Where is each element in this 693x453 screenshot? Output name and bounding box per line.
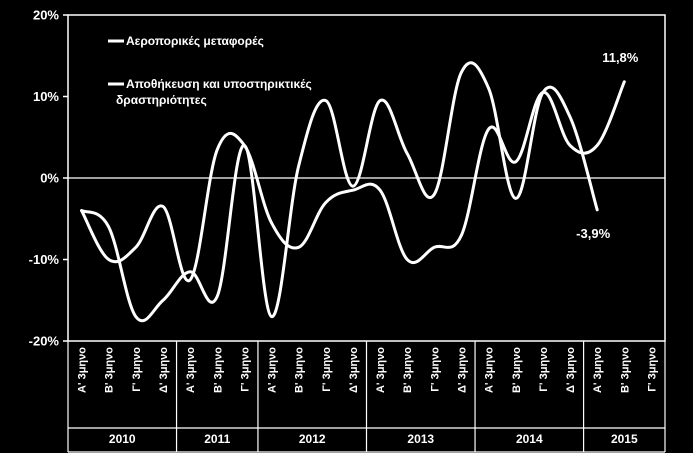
quarter-label: Α' 3μηνο bbox=[592, 347, 604, 393]
quarter-label: Γ' 3μηνο bbox=[321, 347, 333, 392]
quarter-label: Α' 3μηνο bbox=[185, 347, 197, 393]
year-label: 2010 bbox=[109, 432, 136, 446]
quarter-label: Β' 3μηνο bbox=[619, 347, 631, 393]
y-tick-label: 10% bbox=[33, 89, 59, 104]
quarter-label: Α' 3μηνο bbox=[267, 347, 279, 393]
quarter-label: Α' 3μηνο bbox=[484, 347, 496, 393]
quarter-label: Γ' 3μηνο bbox=[239, 347, 251, 392]
y-tick-label: 20% bbox=[33, 8, 59, 23]
quarter-label: Γ' 3μηνο bbox=[131, 347, 143, 392]
quarter-label: Γ' 3μηνο bbox=[646, 347, 658, 392]
y-tick-label: 0% bbox=[40, 171, 59, 186]
legend: Αεροπορικές μεταφορές Αποθήκευση και υποσ… bbox=[108, 34, 312, 107]
year-label: 2014 bbox=[516, 432, 543, 446]
series-line-1 bbox=[80, 80, 626, 283]
year-label: 2013 bbox=[407, 432, 434, 446]
end-labels: 11,8% -3,9% bbox=[576, 50, 639, 241]
end-data-label-2: -3,9% bbox=[576, 226, 610, 241]
year-label: 2011 bbox=[204, 432, 230, 446]
quarter-label: Γ' 3μηνο bbox=[429, 347, 441, 392]
quarter-label: Β' 3μηνο bbox=[212, 347, 224, 393]
y-tick-label: -10% bbox=[29, 252, 60, 267]
quarter-label: Α' 3μηνο bbox=[375, 347, 387, 393]
y-tick-labels: 20% 10% 0% -10% -20% bbox=[29, 8, 60, 349]
end-data-label-1: 11,8% bbox=[602, 50, 639, 65]
quarter-label: Β' 3μηνο bbox=[511, 347, 523, 393]
x-axis-labels: Α' 3μηνο Β' 3μηνο Γ' 3μηνο Δ' 3μηνο 2010 Α' 3… bbox=[67, 341, 666, 453]
legend-entry: Αεροπορικές μεταφορές bbox=[126, 34, 264, 48]
quarter-label: Β' 3μηνο bbox=[104, 347, 116, 393]
y-tick-label: -20% bbox=[29, 334, 60, 349]
quarter-label: Δ' 3μηνο bbox=[565, 347, 577, 393]
axes-layer bbox=[63, 14, 665, 342]
year-label: 2012 bbox=[299, 432, 326, 446]
quarter-label: Δ' 3μηνο bbox=[158, 347, 170, 393]
series-layer bbox=[80, 61, 626, 323]
series-line-2 bbox=[80, 61, 599, 323]
legend-entry: Αποθήκευση και υποστηρικτικές δραστηριότη… bbox=[116, 77, 312, 107]
quarter-label: Δ' 3μηνο bbox=[456, 347, 468, 393]
year-label: 2015 bbox=[611, 432, 638, 446]
quarter-label: Δ' 3μηνο bbox=[348, 347, 360, 393]
quarter-label: Γ' 3μηνο bbox=[538, 347, 550, 392]
quarter-label: Β' 3μηνο bbox=[294, 347, 306, 393]
quarter-label: Α' 3μηνο bbox=[77, 347, 89, 393]
quarter-label: Β' 3μηνο bbox=[402, 347, 414, 393]
